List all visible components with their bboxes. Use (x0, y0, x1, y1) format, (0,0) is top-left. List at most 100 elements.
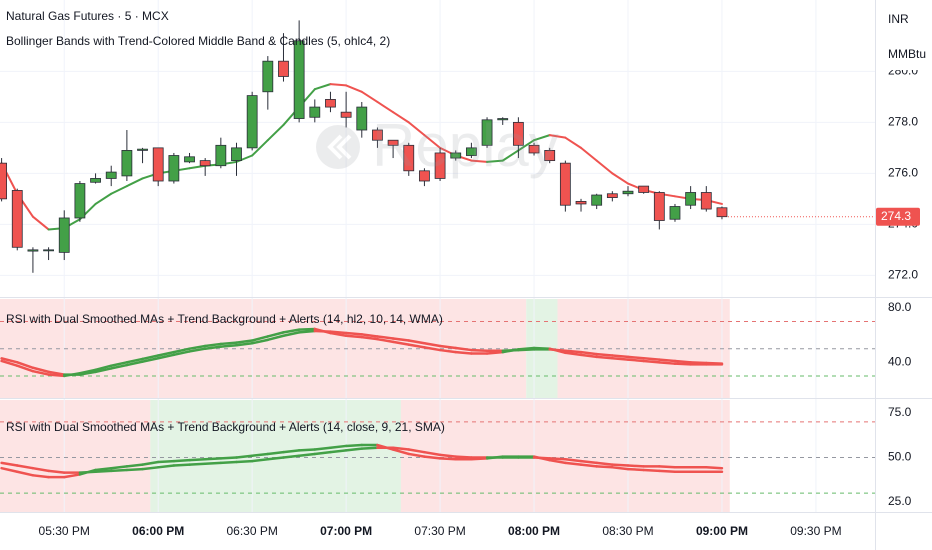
rsi-ma-segment (297, 329, 317, 334)
rsi-ma-segment (595, 355, 614, 360)
rsi-ma-segment (391, 340, 411, 346)
trend-background (150, 400, 401, 512)
candle-body (669, 206, 681, 220)
rsi-ma-segment (94, 469, 113, 474)
middle-band-segment (470, 159, 489, 163)
indicator-title: RSI with Dual Smoothed MAs + Trend Backg… (6, 312, 443, 326)
candle-body (278, 60, 289, 77)
candle-body (74, 183, 86, 219)
rsi-ma-segment (501, 348, 520, 352)
rsi-ma-segment (407, 343, 426, 349)
rsi-ma-segment (203, 461, 223, 465)
x-tick-label: 09:30 PM (790, 524, 841, 538)
rsi-ma-segment (626, 355, 645, 360)
candle-body (215, 144, 227, 167)
rsi-ma-segment (579, 463, 598, 468)
candle-body (465, 147, 477, 156)
rsi-ma-segment (156, 459, 176, 464)
x-tick-label: 08:00 PM (508, 524, 560, 538)
rsi-ma-segment (0, 357, 19, 364)
rsi-ma-segment (548, 458, 567, 465)
rsi-ma-segment (611, 466, 630, 471)
candle-body (262, 60, 274, 93)
middle-band-segment (188, 164, 207, 170)
candle-body (356, 106, 368, 131)
rsi-ma-segment (297, 452, 317, 457)
rsi-ma-segment (203, 345, 223, 350)
middle-band-segment (580, 146, 598, 162)
rsi-ma-segment (344, 334, 364, 339)
candle-body (622, 190, 634, 195)
rsi-ma-segment (109, 465, 129, 470)
rsi-ma-segment (31, 466, 50, 473)
rsi-ma-segment (172, 347, 191, 354)
candle-body (638, 185, 650, 193)
middle-band-segment (313, 83, 332, 91)
rsi-ma-segment (360, 446, 379, 450)
rsi-ma-segment (203, 457, 223, 461)
layer-grid (0, 0, 875, 512)
rsi-ma-segment (188, 458, 207, 462)
watermark-text: Replay (372, 112, 559, 179)
candle-body (544, 150, 556, 162)
rsi-ma-segment (235, 459, 254, 464)
candle-body (481, 119, 493, 146)
rsi-ma-segment (642, 468, 661, 473)
indicator-title: Bollinger Bands with Trend-Colored Middl… (6, 34, 390, 48)
rsi-ma-segment (423, 455, 442, 460)
x-tick-label: 06:30 PM (226, 524, 277, 538)
candle-body (575, 200, 587, 205)
rsi-ma-segment (282, 328, 301, 334)
candle-body (685, 192, 697, 206)
rsi-ma-segment (250, 452, 270, 457)
x-tick-label: 09:00 PM (696, 524, 748, 538)
rsi-ma-segment (141, 356, 160, 363)
rsi-ma-segment (673, 359, 692, 364)
rsi-ma-segment (219, 344, 238, 348)
trend-background (0, 400, 151, 512)
rsi-ma-segment (407, 339, 426, 345)
candle-body (11, 190, 23, 248)
x-tick-label: 06:00 PM (132, 524, 184, 538)
rsi-ma-segment (16, 361, 35, 370)
rsi-ma-segment (31, 369, 50, 376)
rsi-ma-segment (94, 367, 113, 374)
middle-band-segment (548, 134, 567, 139)
rsi-ma-segment (438, 453, 457, 458)
middle-band-segment (423, 134, 442, 149)
middle-band-segment (533, 134, 551, 142)
candle-body (450, 152, 462, 159)
candle-body (387, 139, 399, 146)
candle-body (340, 111, 352, 118)
candle-body (0, 162, 7, 200)
unit-label: MMBtu (888, 47, 926, 61)
rsi-ma-segment (125, 360, 144, 367)
rsi-ma-segment (94, 466, 113, 472)
candle-body (27, 249, 39, 252)
candle-body (199, 160, 211, 167)
layer-bg (0, 299, 730, 512)
rsi-ma-segment (658, 469, 677, 474)
middle-band-segment (94, 192, 113, 205)
candle-body (184, 156, 195, 163)
rsi-ma-segment (579, 353, 598, 359)
rsi-ma-segment (579, 459, 598, 465)
rsi-ma-segment (62, 473, 82, 479)
chart-title: Natural Gas Futures · 5 · MCX (6, 9, 169, 23)
rsi-ma-segment (172, 458, 191, 463)
rsi-ma-segment (125, 463, 144, 468)
rsi-ma-segment (266, 456, 285, 461)
rsi-ma-segment (188, 347, 207, 353)
rsi-ma-segment (31, 366, 50, 374)
indicator-title: RSI with Dual Smoothed MAs + Trend Backg… (6, 420, 445, 434)
y-tick-label: 50.0 (888, 450, 912, 464)
candle-body (403, 144, 415, 172)
rsi-ma-segment (0, 466, 19, 474)
rsi-ma-segment (156, 353, 176, 360)
rsi-ma-segment (94, 364, 113, 372)
y-tick-label: 278.0 (888, 115, 918, 129)
